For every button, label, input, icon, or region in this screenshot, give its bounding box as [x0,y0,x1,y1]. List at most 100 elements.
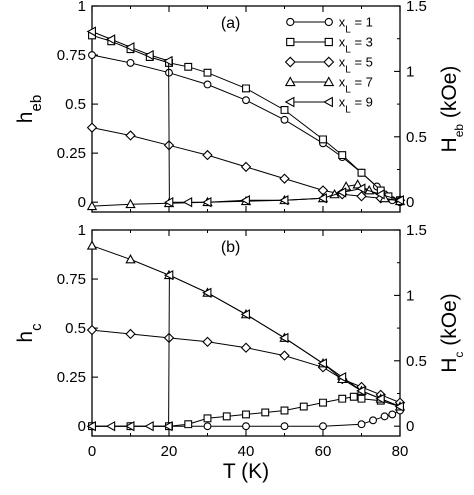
y-tick-label-right: 1.5 [406,0,427,15]
data-point-triangle-left [164,269,174,281]
data-point-circle [126,58,135,67]
data-point-triangle-up [86,200,98,211]
data-point-square [242,410,250,419]
data-point-triangle-left [336,187,347,198]
legend-label: xL = 7 [339,75,373,96]
x-axis-label: T (K) [223,460,269,483]
data-point-square [319,398,327,407]
series-line [91,329,401,404]
y-axis-label-right: Hc (kOe) [438,293,466,373]
legend-label: xL = 9 [339,95,373,116]
y-tick-label-left: 0 [78,194,86,211]
legend-marker-square [324,37,333,47]
y-axis-label-right: Heb (kOe) [438,66,466,153]
data-point-square [357,394,366,403]
y-tick-label-right: 1 [406,63,414,80]
data-point-square [338,394,347,403]
data-point-circle [319,422,327,431]
y-tick-label-left: 0.5 [65,96,86,113]
data-point-triangle-left [279,332,289,344]
y-axis-label-left: heb [14,95,45,123]
data-point-square [261,408,270,417]
y-tick-label-right: 1.5 [406,222,427,239]
y-tick-label-left: 0.25 [57,145,86,162]
data-point-square [184,420,193,429]
data-point-triangle-left [394,195,404,206]
data-point-square [280,406,289,415]
data-point-triangle-left [86,26,96,37]
data-point-circle [380,412,389,421]
legend-marker-triangle-up [323,76,335,87]
data-point-triangle-left [125,42,135,53]
data-point-diamond [202,336,213,348]
data-point-triangle-left [240,195,250,206]
x-tick-label: 40 [238,443,255,460]
data-point-triangle-left [105,421,116,432]
data-point-diamond [125,130,136,141]
x-tick-label: 0 [88,443,96,460]
data-point-triangle-left [163,55,173,67]
y-tick-label-right: 0.5 [406,129,427,146]
data-point-diamond [240,161,252,173]
data-point-circle [203,80,212,89]
data-point-circle [369,416,377,425]
data-point-square [280,106,289,114]
data-point-square [184,62,193,71]
data-point-triangle-left [202,287,212,298]
data-point-triangle-left [144,421,154,432]
data-point-square [299,402,308,411]
data-point-square [349,392,358,401]
y-tick-label-left: 0.75 [57,47,86,64]
data-point-triangle-left [163,421,173,432]
data-point-triangle-left [317,193,327,204]
series-triangle-left [86,269,404,432]
legend-marker-triangle-left [323,96,333,108]
data-point-triangle-left [164,197,174,208]
legend-marker-triangle-left [284,96,295,108]
legend-marker-square [286,37,295,47]
data-point-triangle-left [240,309,250,320]
data-point-diamond [240,342,252,353]
data-point-circle [242,96,250,105]
data-point-triangle-left [279,195,289,206]
data-point-square [338,151,347,160]
legend-label: xL = 1 [339,15,373,36]
x-tick-label: 20 [161,443,178,460]
data-point-diamond [86,324,98,336]
data-point-triangle-left [105,34,116,45]
data-point-circle [203,422,212,431]
y-axis-label-left: hc [14,323,45,343]
series-triangle-left [86,26,404,208]
data-point-triangle-up [125,198,136,209]
y-tick-label-right: 0.5 [406,353,427,370]
data-point-circle [280,422,289,431]
y-tick-label-left: 0.75 [57,271,86,288]
y-tick-label-left: 1 [78,222,86,239]
data-point-square [203,414,212,423]
data-point-diamond [125,328,136,340]
series-diamond [86,122,406,206]
data-point-circle [388,410,397,419]
legend-label: xL = 3 [339,35,373,56]
data-point-diamond [202,149,213,161]
y-tick-label-right: 0 [406,194,414,211]
plot-frame [91,229,401,437]
legend: xL = 1xL = 3xL = 5xL = 7xL = 9 [284,15,373,116]
data-point-triangle-left [356,183,366,194]
legend-marker-diamond [284,56,296,68]
legend-marker-circle [286,17,295,27]
data-point-triangle-left [394,401,404,412]
data-point-diamond [279,173,290,184]
panel-label: (a) [221,15,241,32]
panel-label: (b) [221,239,241,256]
data-point-diamond [279,350,290,361]
data-point-circle [357,420,366,429]
data-point-triangle-left [317,358,327,369]
data-point-circle [242,422,250,431]
data-point-diamond [86,122,98,133]
y-tick-label-left: 0.5 [65,320,86,337]
data-point-triangle-left [336,371,347,383]
series-triangle-up [86,179,406,211]
data-point-square [357,168,366,177]
legend-label: xL = 5 [339,55,373,76]
